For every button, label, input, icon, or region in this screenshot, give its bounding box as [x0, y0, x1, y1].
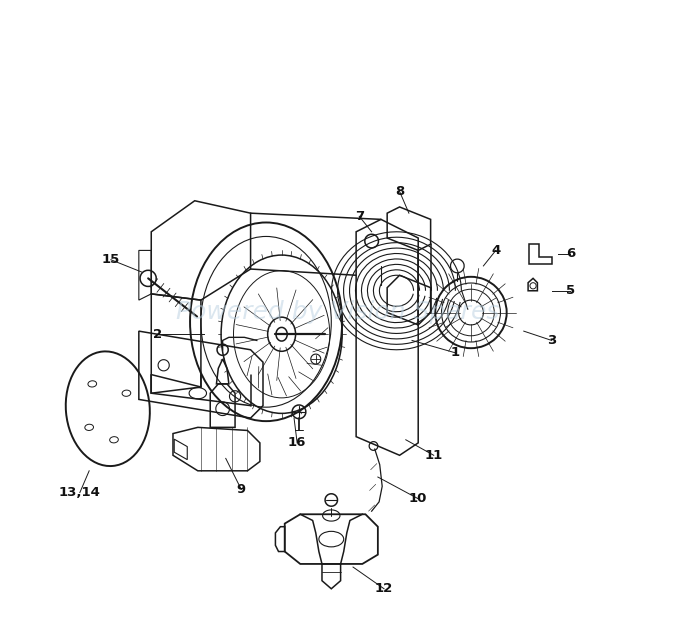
- Text: 6: 6: [566, 247, 575, 260]
- Text: 12: 12: [375, 582, 393, 595]
- Text: Powered by Vision Spares: Powered by Vision Spares: [176, 301, 500, 324]
- Text: 1: 1: [451, 346, 460, 359]
- Text: 11: 11: [425, 449, 443, 462]
- Text: 9: 9: [237, 483, 246, 496]
- Text: 3: 3: [547, 334, 556, 347]
- Text: 4: 4: [491, 244, 500, 257]
- Text: 15: 15: [102, 253, 120, 266]
- Text: 16: 16: [288, 436, 306, 449]
- Text: 2: 2: [153, 328, 162, 341]
- Text: 13,14: 13,14: [59, 486, 101, 499]
- Text: 5: 5: [566, 284, 575, 298]
- Text: 7: 7: [354, 210, 364, 222]
- Text: 10: 10: [409, 492, 427, 505]
- Text: 8: 8: [395, 185, 404, 198]
